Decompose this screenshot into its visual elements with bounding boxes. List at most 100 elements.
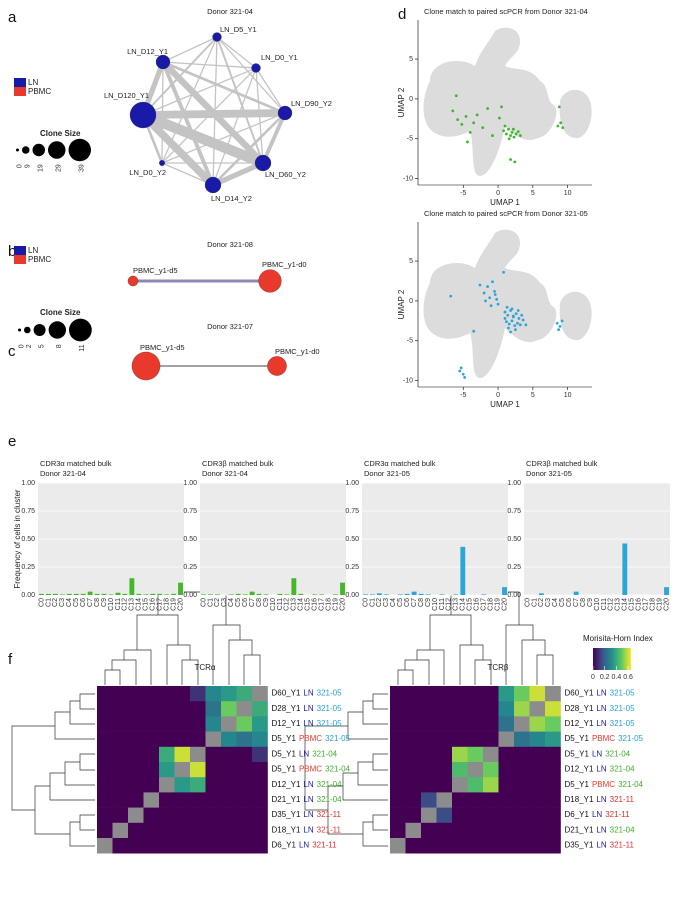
heatmap-cell [436,731,453,748]
point [510,130,514,134]
heatmap-cell [221,762,237,778]
heatmap-cell [159,807,175,824]
heatmap-cell [483,762,499,778]
row-sample: D12_Y1 [272,719,301,728]
point [498,116,501,120]
y-tick-label: 0.00 [507,592,521,599]
heatmap-cell [467,807,484,824]
bar [242,594,248,595]
heatmap-cell [529,838,546,854]
heatmap-cell [112,762,129,778]
row-sample: D5_Y1 [565,750,590,759]
x-tick-label: C6 [404,598,411,607]
heatmap-cell [529,762,546,778]
heatmap-cell [452,701,468,717]
heatmap-cell [159,701,175,717]
row-label: D5_Y1 PBMC 321-05 [272,734,351,743]
point [449,294,453,298]
heatmap-cell [221,807,237,824]
network-title: Donor 321-04 [207,7,253,16]
bar [298,593,304,595]
y-tick-label: 0 [409,298,413,305]
bar [363,594,368,595]
x-tick-label: C8 [94,598,101,607]
size-legend-circle [48,321,66,339]
heatmap-cell [128,746,144,763]
heatmap-cell [514,762,530,778]
heatmap-title: TCRβ [487,663,508,672]
legend-swatch [14,87,26,96]
size-legend-circle [68,138,91,162]
heatmap-cell [174,701,191,717]
heatmap-cell [452,792,468,808]
x-tick-label: C12 [284,598,291,611]
x-tick-label: C3 [383,598,390,607]
plot-title: Clone match to paired scPCR from Donor 3… [424,7,588,16]
heatmap-cell [529,822,546,839]
y-tick-label: 0.75 [21,508,35,515]
bar [312,594,318,595]
bar [101,593,107,595]
bar [94,593,100,595]
row-sample: D12_Y1 [565,719,594,728]
point [516,309,520,312]
heatmap-cell [390,822,406,839]
heatmap-cell [529,716,546,732]
y-tick-label: 5 [409,258,413,265]
point [506,313,510,317]
y-axis-label: Frequency of cells in cluster [13,489,22,588]
heatmap-cell [390,701,406,717]
heatmap-cell [436,686,453,702]
x-tick-label: C8 [580,598,587,607]
row-donor: 321-05 [317,719,342,728]
heatmap-cell [421,731,437,748]
network-edge [212,112,286,186]
row-label: D5_Y1 PBMC 321-04 [272,765,351,774]
heatmap-cell [252,701,268,717]
heatmap-cell [421,822,437,839]
network-node [267,356,287,376]
row-donor: 321-04 [312,750,337,759]
row-sample: D5_Y1 [565,780,590,789]
heatmap-cell [97,716,113,732]
heatmap-cell [205,777,222,793]
heatmap-cell [498,716,515,732]
heatmap-cell [545,822,561,839]
point [466,140,469,144]
heatmap-cell [159,777,175,793]
x-tick-label: C14 [622,598,629,611]
node-label: PBMC_y1-d0 [262,260,307,269]
node-label: LN_D14_Y2 [211,194,252,203]
network-node [127,275,139,287]
x-tick-label: 0 [496,190,500,197]
x-tick-label: C20 [501,598,508,611]
heatmap-cell [390,838,406,854]
x-tick-label: C17 [319,598,326,611]
panel-label: a [8,9,17,26]
heatmap-cell [421,792,437,808]
heatmap-cell [405,822,422,839]
legend-label: LN [28,246,38,255]
heatmap-cell [545,746,561,763]
heatmap-cell [405,746,422,763]
row-donor: 321-11 [610,795,635,804]
heatmap-cell [498,807,515,824]
row-label: D5_Y1 PBMC 321-05 [565,734,644,743]
point [513,324,517,328]
y-tick-label: 0.25 [507,564,521,571]
heatmap-cell [159,838,175,854]
heatmap-cell [498,762,515,778]
heatmap-cell [252,792,268,808]
point [463,376,467,379]
x-tick-label: C3 [59,598,66,607]
heatmap-cell [514,777,530,793]
heatmap-cell [390,686,406,702]
row-sample: D60_Y1 [272,689,301,698]
point [557,105,561,109]
heatmap-cell [498,777,515,793]
x-tick-label: C3 [221,598,228,607]
x-tick-label: C13 [129,598,136,611]
heatmap-cell [128,731,144,748]
heatmap-cell [97,686,113,702]
heatmap-cell [236,762,253,778]
